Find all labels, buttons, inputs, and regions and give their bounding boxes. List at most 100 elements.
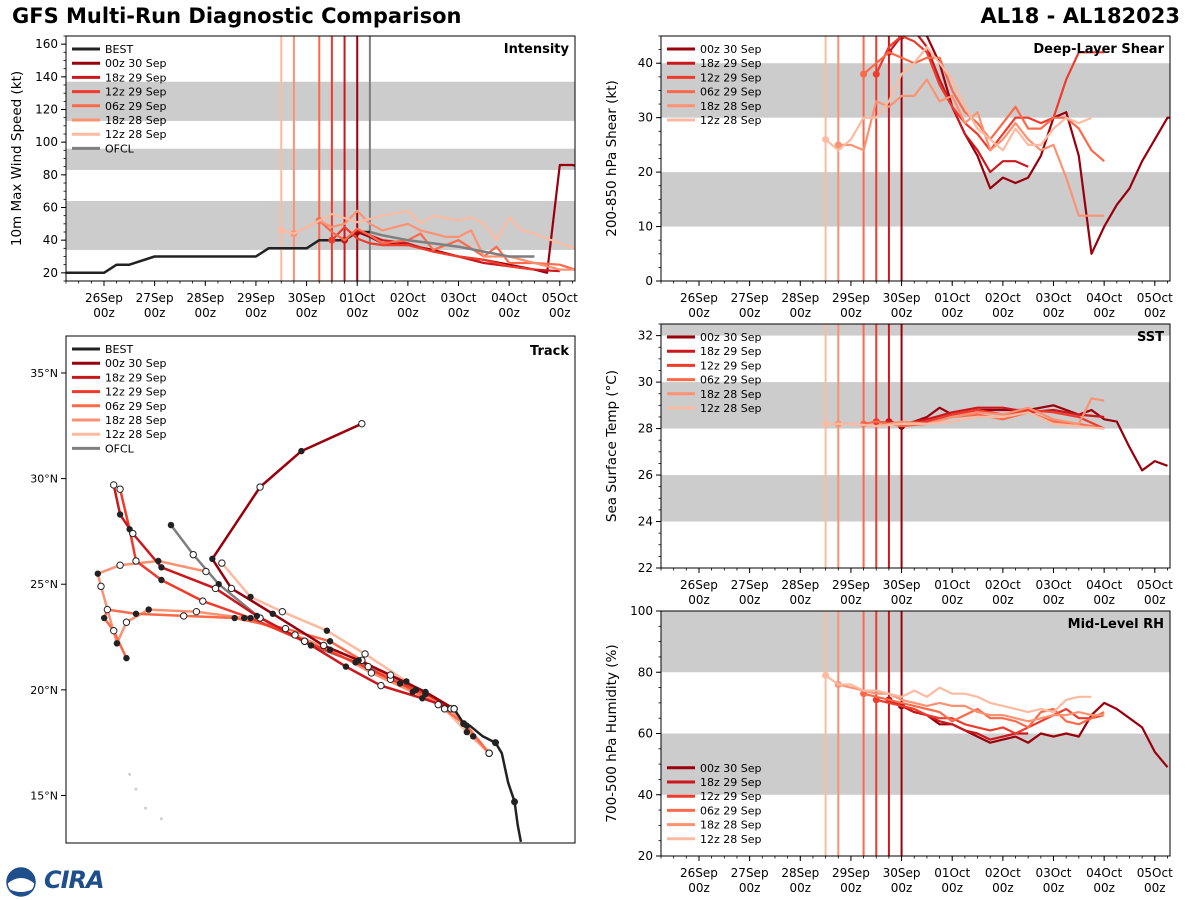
x-tick-label: 04Oct: [1086, 291, 1122, 305]
x-tick-label: 00z: [789, 593, 811, 607]
x-tick-label: 30Sep: [883, 291, 921, 305]
legend-label: BEST: [105, 343, 133, 356]
axes-frame: [660, 323, 1171, 569]
x-tick-label: 26Sep: [680, 866, 718, 880]
x-tick-label: 00z: [840, 593, 862, 607]
y-tick-label: 28: [638, 422, 653, 436]
x-tick-label: 04Oct: [491, 291, 527, 305]
legend-label: 18z 28 Sep: [105, 114, 167, 127]
x-tick-label: 00z: [194, 306, 216, 320]
x-tick-label: 00z: [739, 881, 761, 895]
plot-area: [661, 36, 1170, 281]
legend-label: 18z 29 Sep: [700, 776, 762, 789]
x-tick-label: 05Oct: [1137, 866, 1173, 880]
legend-label: 12z 28 Sep: [700, 402, 762, 415]
x-tick-label: 00z: [789, 881, 811, 895]
x-tick-label: 00z: [941, 593, 963, 607]
x-tick-label: 00z: [245, 306, 267, 320]
x-tick-label: 00z: [941, 881, 963, 895]
track-18z-29-sep: [112, 484, 455, 711]
legend-label: 18z 29 Sep: [700, 345, 762, 358]
series-18z-28-sep: [838, 683, 1105, 723]
shaded-band: [661, 324, 1170, 336]
forecast-marker-open: [278, 607, 287, 616]
x-tick-label: 02Oct: [985, 578, 1021, 592]
track-06z-29-sep: [102, 608, 491, 754]
x-tick-label: 26Sep: [680, 291, 718, 305]
forecast-marker-open: [358, 419, 366, 428]
x-tick-label: 00z: [1144, 593, 1166, 607]
forecast-marker-open: [218, 559, 226, 567]
legend-label: 12z 29 Sep: [105, 86, 167, 99]
x-tick-label: 00z: [840, 306, 862, 320]
x-tick-label: 00z: [1093, 306, 1115, 320]
x-tick-label: 00z: [1093, 881, 1115, 895]
x-tick-label: 00z: [840, 881, 862, 895]
x-tick-label: 27Sep: [136, 291, 174, 305]
legend-label: 18z 29 Sep: [700, 57, 762, 70]
x-tick-label: 26Sep: [85, 291, 123, 305]
init-point: [822, 135, 830, 143]
x-tick-label: 00z: [688, 593, 710, 607]
legend-label: 12z 28 Sep: [105, 428, 167, 441]
x-tick-label: 02Oct: [985, 291, 1021, 305]
y-tick-label: 0: [645, 274, 653, 288]
forecast-marker-open: [450, 705, 458, 713]
x-tick-label: 00z: [688, 881, 710, 895]
noaa-logo-icon: [6, 867, 36, 897]
init-point: [328, 236, 336, 244]
x-tick-label: 01Oct: [934, 578, 970, 592]
lat-tick-label: 25°N: [30, 578, 58, 591]
init-point: [860, 70, 868, 78]
shaded-band: [66, 81, 575, 121]
x-tick-label: 29Sep: [832, 291, 870, 305]
init-point: [872, 70, 880, 78]
forecast-marker-open: [110, 481, 118, 489]
forecast-marker-filled: [253, 612, 261, 620]
panel-sst: 22242628303226Sep00z27Sep00z28Sep00z29Se…: [604, 323, 1173, 607]
x-tick-label: 28Sep: [186, 291, 224, 305]
forecast-marker-open: [129, 529, 137, 538]
best-marker: [511, 798, 519, 806]
x-tick-label: 00z: [941, 306, 963, 320]
init-point: [834, 141, 842, 149]
x-tick-label: 27Sep: [731, 291, 769, 305]
legend-label: 00z 30 Sep: [105, 357, 167, 370]
legend-label: 12z 29 Sep: [700, 790, 762, 803]
panel-title: Mid-Level RH: [1068, 617, 1164, 632]
x-tick-label: 04Oct: [1086, 866, 1122, 880]
forecast-marker-filled: [463, 728, 471, 736]
forecast-marker-filled: [422, 688, 429, 696]
x-tick-label: 05Oct: [1137, 291, 1173, 305]
series-18z-29-sep: [888, 406, 1105, 425]
series-00z-30-sep: [901, 404, 1168, 472]
y-tick-label: 60: [43, 201, 58, 215]
x-tick-label: 01Oct: [934, 866, 970, 880]
y-tick-label: 30: [638, 111, 653, 125]
y-tick-label: 32: [638, 329, 653, 343]
forecast-marker-filled: [209, 555, 216, 563]
panel-title: Intensity: [504, 42, 570, 57]
forecast-marker-open: [300, 637, 309, 645]
legend-label: BEST: [105, 43, 133, 56]
x-tick-label: 26Sep: [680, 578, 718, 592]
x-tick-label: 00z: [789, 306, 811, 320]
series-12z-29-sep: [875, 698, 1105, 735]
legend-label: 18z 29 Sep: [105, 371, 167, 384]
series-18z-29-sep: [888, 36, 1029, 174]
legend-label: 12z 28 Sep: [700, 114, 762, 127]
forecast-marker-filled: [94, 570, 102, 577]
series-12z-28-sep: [280, 209, 575, 250]
y-tick-label: 10: [638, 220, 653, 234]
lat-tick-label: 15°N: [30, 789, 58, 802]
cira-logo-text: CIRA: [44, 866, 105, 894]
map-area: [94, 419, 523, 843]
x-tick-label: 00z: [992, 593, 1014, 607]
series-12z-28-sep: [824, 45, 1092, 152]
forecast-marker-filled: [326, 638, 334, 645]
plot-area: [661, 611, 1170, 856]
forecast-marker-open: [189, 550, 197, 559]
forecast-marker-filled: [155, 557, 162, 565]
x-tick-label: 00z: [992, 306, 1014, 320]
